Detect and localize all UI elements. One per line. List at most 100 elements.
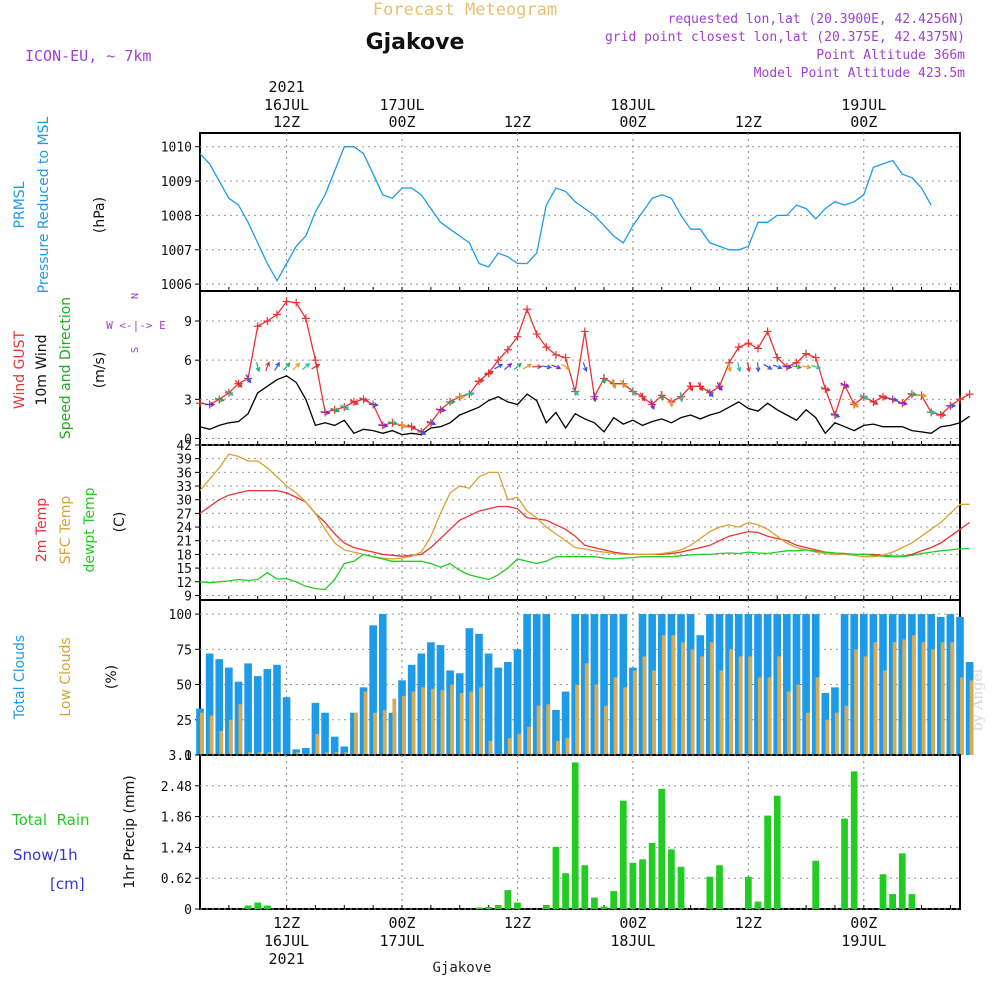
temperature-ytick-label: 36: [176, 466, 192, 481]
temperature-ytick-label: 18: [176, 548, 192, 563]
wind-arrow-head: [912, 391, 918, 397]
total-cloud-bar: [523, 614, 531, 755]
wind-arrow-shaft: [603, 373, 606, 383]
wind-arrow: [571, 387, 579, 396]
top-year-label: 2021: [269, 78, 305, 96]
low-cloud-bar: [863, 656, 868, 755]
low-cloud-bar: [911, 635, 916, 755]
wind-ytick-label: 3: [184, 393, 192, 408]
wind-arrow: [907, 391, 918, 397]
wind-arrow: [601, 373, 607, 385]
low-cloud-bar: [940, 642, 945, 755]
temperature-ytick-label: 12: [176, 576, 192, 591]
bottom-date-label: 19JUL: [841, 932, 886, 950]
low-cloud-bar: [248, 752, 252, 755]
wind-arrow-shaft: [791, 365, 801, 369]
low-cloud-bar: [373, 712, 377, 755]
wind-arrow-head: [727, 366, 732, 373]
wind-arrow: [301, 362, 311, 371]
gust-marker: [802, 349, 811, 358]
wind-arrow-head: [265, 361, 271, 367]
wind-arrow-shaft: [697, 382, 704, 391]
wind-arrow-shaft: [426, 420, 436, 425]
low-cloud-bar: [613, 677, 618, 755]
pressure-panel: 1006 1007 1008 1009 1010: [161, 132, 961, 293]
low-cloud-bar: [767, 677, 772, 755]
wind-arrow-head: [469, 391, 476, 397]
wind-arrow: [551, 364, 562, 370]
wind-arrow-shaft: [349, 399, 359, 405]
total-cloud-bar: [494, 667, 503, 755]
clouds-ytick-label: 25: [176, 714, 192, 729]
low-cloud-bar: [257, 752, 262, 755]
gust-marker: [311, 356, 320, 365]
wind-arrow: [234, 380, 243, 388]
wind-arrow: [716, 382, 723, 392]
wind-arrow-head: [315, 363, 321, 369]
low-cloud-bar: [411, 691, 416, 755]
pressure-ytick-label: 1007: [161, 244, 192, 259]
temperature-ytick-label: 33: [176, 480, 192, 495]
wind-arrow: [255, 362, 261, 373]
wind-arrow-shaft: [397, 423, 407, 428]
rain-bar: [581, 865, 589, 909]
wind-arrow-shaft: [541, 365, 551, 369]
snow-unit-label: [cm]: [50, 875, 85, 893]
rain-bar: [898, 853, 906, 909]
low-cloud-bar: [488, 740, 493, 755]
gust-marker: [301, 314, 310, 323]
low-cloud-bar: [700, 656, 705, 755]
wind-arrow-head: [777, 364, 783, 370]
top-date-label: 17JUL: [379, 96, 424, 114]
wind-arrow: [629, 387, 637, 396]
wind-arrow-head: [255, 367, 261, 373]
wind-arrow-head: [883, 394, 889, 400]
wind-arrow-head: [460, 394, 466, 400]
clouds-ytick-label: 0: [184, 749, 192, 764]
low-cloud-bar: [450, 684, 454, 755]
low-cloud-bar: [363, 691, 368, 755]
low-cloud-bar: [950, 642, 955, 755]
wind-arrow: [274, 361, 280, 371]
wind-arrow-shaft: [782, 365, 792, 369]
wind-arrow-shaft: [716, 382, 723, 391]
wind-arrow-head: [246, 378, 251, 384]
wind-arrow-shaft: [245, 374, 251, 383]
wind-arrow: [659, 390, 665, 402]
compass-north-label: N: [130, 293, 141, 299]
rain-bar: [773, 795, 781, 909]
low-cloud-bar: [796, 684, 801, 755]
wind-arrow-head: [237, 382, 243, 388]
wind-arrow-head: [746, 367, 751, 373]
wind-arrow-shaft: [907, 392, 917, 396]
low-cloud-bar: [854, 649, 858, 755]
wind-arrow: [727, 362, 732, 373]
low-cloud-bar: [392, 698, 397, 755]
wind-arrow-head: [546, 364, 552, 370]
wind-arrow: [611, 379, 617, 390]
wind-arrow-head: [275, 361, 280, 367]
low-cloud-bar: [902, 639, 907, 755]
wind-arrow-head: [688, 386, 694, 392]
wind-arrow-shaft: [417, 429, 426, 435]
wind-arrow-shaft: [593, 392, 596, 402]
total-cloud-bar: [263, 669, 272, 755]
wind-arrow-head: [718, 386, 723, 392]
compass-south-label: S: [130, 347, 141, 353]
low-cloud-bar: [575, 684, 579, 755]
location-title: Gjakove: [366, 30, 465, 55]
wind-ytick-label: 9: [184, 315, 192, 330]
wind-arrow-head: [526, 363, 533, 369]
wind-arrow-shaft: [504, 363, 512, 371]
cloud-panel: 0 25 50 75 100: [169, 599, 974, 764]
gust-marker: [542, 343, 551, 352]
wind-arrow: [292, 362, 301, 371]
wind-arrow-shaft: [670, 397, 673, 407]
temperature-ytick-label: 39: [176, 453, 192, 468]
wind-arrow: [541, 364, 552, 370]
precipitation-ytick-label: 0: [184, 903, 192, 918]
wind-ytick-label: 6: [184, 354, 192, 369]
wind-arrow-head: [440, 407, 447, 413]
wind-arrow-head: [816, 364, 822, 370]
